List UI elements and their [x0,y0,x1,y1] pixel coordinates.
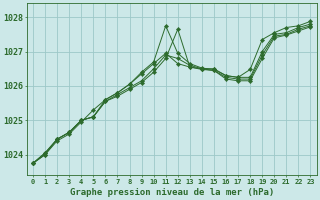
X-axis label: Graphe pression niveau de la mer (hPa): Graphe pression niveau de la mer (hPa) [70,188,274,197]
